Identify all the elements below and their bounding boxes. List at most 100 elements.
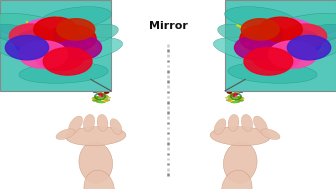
Ellipse shape: [225, 97, 230, 98]
Circle shape: [57, 19, 95, 40]
Bar: [225, 0, 336, 91]
Ellipse shape: [103, 96, 109, 98]
Circle shape: [5, 36, 49, 60]
Ellipse shape: [267, 37, 327, 54]
Ellipse shape: [103, 89, 108, 91]
Ellipse shape: [238, 88, 242, 91]
Ellipse shape: [9, 37, 69, 54]
Ellipse shape: [279, 38, 336, 62]
Ellipse shape: [93, 90, 97, 93]
Ellipse shape: [241, 114, 253, 131]
Circle shape: [34, 17, 77, 42]
Circle shape: [287, 36, 331, 60]
Ellipse shape: [226, 100, 231, 101]
Ellipse shape: [45, 37, 123, 62]
Ellipse shape: [94, 88, 98, 91]
Ellipse shape: [253, 116, 267, 133]
Ellipse shape: [100, 98, 108, 100]
Circle shape: [244, 48, 293, 75]
Ellipse shape: [228, 62, 317, 83]
Circle shape: [15, 29, 64, 57]
Ellipse shape: [224, 7, 296, 29]
Ellipse shape: [223, 142, 257, 183]
Circle shape: [235, 36, 278, 60]
Circle shape: [272, 29, 321, 57]
Circle shape: [234, 94, 235, 95]
Ellipse shape: [40, 7, 112, 29]
Ellipse shape: [101, 87, 106, 89]
Ellipse shape: [69, 116, 83, 133]
Ellipse shape: [92, 100, 97, 101]
Circle shape: [47, 25, 96, 52]
Ellipse shape: [239, 98, 244, 100]
Ellipse shape: [106, 88, 111, 90]
Ellipse shape: [83, 114, 95, 131]
Ellipse shape: [84, 170, 114, 189]
Ellipse shape: [261, 129, 280, 140]
Ellipse shape: [235, 99, 243, 101]
Circle shape: [235, 95, 237, 96]
Ellipse shape: [234, 92, 240, 94]
Ellipse shape: [227, 91, 232, 94]
Ellipse shape: [79, 142, 113, 183]
Ellipse shape: [104, 91, 109, 94]
Circle shape: [268, 41, 317, 68]
Ellipse shape: [93, 97, 98, 99]
Circle shape: [20, 19, 74, 49]
Ellipse shape: [99, 93, 106, 96]
Ellipse shape: [0, 13, 74, 41]
Ellipse shape: [229, 93, 234, 95]
Ellipse shape: [262, 13, 336, 41]
Ellipse shape: [95, 96, 102, 98]
Ellipse shape: [228, 89, 233, 91]
Circle shape: [240, 25, 289, 52]
Circle shape: [252, 43, 301, 70]
Ellipse shape: [97, 114, 108, 131]
Ellipse shape: [0, 24, 37, 44]
Circle shape: [259, 17, 302, 42]
Ellipse shape: [92, 98, 97, 100]
Ellipse shape: [238, 97, 243, 99]
Ellipse shape: [210, 127, 270, 146]
Circle shape: [262, 19, 316, 49]
Ellipse shape: [230, 87, 235, 89]
Ellipse shape: [105, 100, 110, 101]
Ellipse shape: [213, 37, 291, 62]
Ellipse shape: [228, 114, 239, 131]
Circle shape: [283, 24, 327, 48]
Ellipse shape: [225, 88, 230, 90]
Circle shape: [241, 19, 279, 40]
Circle shape: [100, 93, 101, 94]
Circle shape: [43, 48, 92, 75]
Ellipse shape: [56, 129, 75, 140]
Ellipse shape: [102, 100, 108, 102]
Text: Mirror: Mirror: [149, 21, 187, 31]
Circle shape: [101, 94, 102, 95]
Ellipse shape: [102, 93, 107, 95]
Bar: [0, 0, 111, 91]
Ellipse shape: [218, 24, 262, 44]
Ellipse shape: [228, 98, 236, 100]
Ellipse shape: [214, 119, 226, 135]
Ellipse shape: [231, 101, 240, 103]
Ellipse shape: [74, 24, 118, 44]
Circle shape: [236, 94, 237, 95]
Ellipse shape: [106, 97, 111, 98]
Ellipse shape: [227, 96, 233, 98]
Ellipse shape: [96, 92, 102, 94]
Circle shape: [235, 93, 236, 94]
Ellipse shape: [96, 101, 105, 103]
Ellipse shape: [101, 95, 108, 97]
Ellipse shape: [110, 119, 122, 135]
Circle shape: [35, 43, 84, 70]
Ellipse shape: [66, 127, 126, 146]
Ellipse shape: [19, 62, 108, 83]
Ellipse shape: [222, 170, 252, 189]
Circle shape: [99, 94, 100, 95]
Ellipse shape: [228, 95, 235, 97]
Ellipse shape: [234, 96, 241, 98]
Ellipse shape: [0, 38, 57, 62]
Ellipse shape: [299, 24, 336, 44]
Circle shape: [9, 24, 53, 48]
Circle shape: [19, 41, 68, 68]
